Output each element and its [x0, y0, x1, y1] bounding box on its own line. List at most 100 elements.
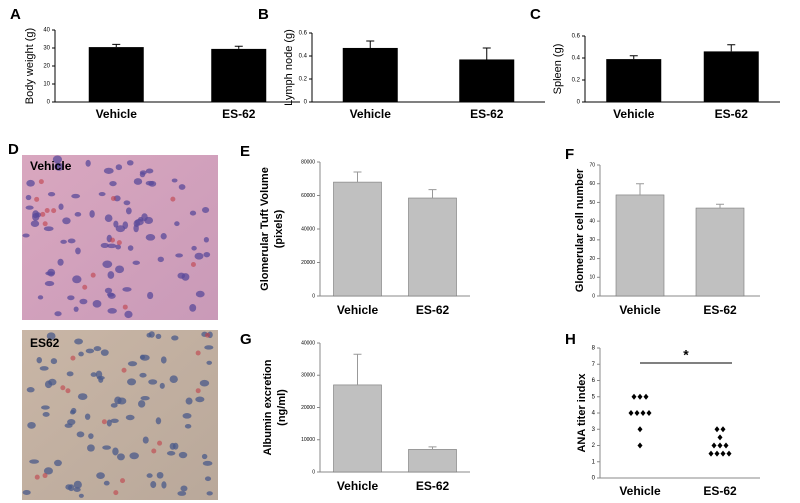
y-tick-label: 0 — [592, 476, 596, 482]
data-point — [708, 450, 714, 457]
nucleus — [180, 485, 188, 492]
y-tick-label: 0.2 — [572, 78, 581, 84]
error-bar — [112, 43, 121, 48]
nucleus — [73, 480, 82, 489]
cell — [51, 208, 57, 214]
nucleus — [46, 332, 56, 340]
bar — [88, 47, 144, 102]
nucleus — [145, 233, 156, 241]
panel-letter: H — [565, 331, 576, 348]
data-point — [720, 426, 726, 433]
nucleus — [57, 258, 64, 266]
bar — [606, 59, 662, 102]
cell — [90, 272, 96, 278]
nucleus — [104, 287, 113, 294]
nucleus — [125, 207, 132, 215]
x-tick-label: ES-62 — [416, 479, 450, 493]
x-tick-label: Vehicle — [350, 107, 392, 121]
nucleus — [129, 452, 139, 460]
nucleus — [145, 168, 154, 174]
cell — [157, 440, 163, 446]
histology-image — [22, 155, 218, 320]
cell — [122, 304, 128, 310]
y-tick-label: 0 — [577, 100, 581, 106]
y-axis-label: Albumin excretion — [262, 359, 274, 455]
y-tick-label: 0 — [312, 469, 315, 475]
nucleus — [139, 354, 146, 360]
y-tick-label: 6 — [592, 378, 596, 384]
nucleus — [96, 375, 105, 380]
nucleus — [185, 397, 193, 405]
y-tick-label: 80000 — [301, 159, 315, 165]
nucleus — [52, 155, 63, 164]
nucleus — [27, 421, 36, 429]
nucleus — [100, 349, 109, 356]
nucleus — [96, 472, 105, 480]
nucleus — [30, 220, 40, 228]
error-bar — [353, 171, 362, 183]
nucleus — [54, 311, 62, 317]
nucleus — [85, 348, 95, 354]
y-tick-label: 1 — [592, 459, 596, 465]
nucleus — [26, 387, 35, 393]
error-bar — [353, 353, 362, 385]
cell — [60, 385, 66, 391]
y-tick-label: 2 — [592, 443, 596, 449]
data-point — [643, 393, 649, 400]
error-bar — [428, 446, 437, 450]
cell — [113, 490, 119, 496]
nucleus — [54, 459, 62, 467]
y-tick-label: 30 — [43, 46, 50, 52]
nucleus — [113, 220, 119, 228]
nucleus — [181, 273, 190, 281]
nucleus — [138, 400, 146, 408]
nucleus — [67, 418, 76, 426]
nucleus — [85, 159, 91, 167]
panel-letter: E — [240, 143, 250, 160]
nucleus — [201, 207, 210, 214]
error-bar — [636, 183, 644, 195]
nucleus — [156, 471, 164, 479]
y-tick-label: 20000 — [301, 405, 315, 411]
cell — [34, 196, 40, 202]
nucleus — [110, 403, 118, 408]
nucleus — [93, 346, 102, 352]
nucleus — [73, 487, 81, 492]
data-point — [637, 426, 643, 433]
y-tick-label: 50 — [589, 200, 595, 206]
cell — [195, 350, 201, 356]
nucleus — [184, 423, 192, 429]
y-tick-label: 0.6 — [299, 31, 308, 37]
data-point — [711, 442, 717, 449]
nucleus — [26, 179, 35, 187]
nucleus — [48, 378, 57, 386]
cell — [82, 284, 88, 290]
y-tick-label: 40000 — [301, 226, 315, 232]
y-tick-label: 0.2 — [299, 77, 308, 83]
nucleus — [106, 292, 115, 297]
nucleus — [191, 245, 197, 251]
bar — [211, 48, 267, 102]
nucleus — [67, 295, 75, 301]
x-tick-label: ES-62 — [416, 303, 450, 317]
cell — [42, 473, 48, 479]
nucleus — [47, 191, 56, 197]
nucleus — [92, 299, 102, 308]
data-point — [634, 410, 640, 416]
nuclei — [22, 155, 214, 498]
nucleus — [155, 417, 162, 425]
cell — [44, 208, 50, 214]
nucleus — [78, 493, 84, 498]
nucleus — [206, 360, 213, 365]
y-tick-label: 8 — [592, 346, 596, 352]
nucleus — [107, 271, 115, 279]
y-tick-label: 10 — [589, 275, 595, 281]
nucleus — [103, 167, 114, 174]
cell — [151, 448, 157, 454]
cell — [116, 240, 122, 246]
cell — [195, 388, 201, 394]
nucleus — [43, 467, 53, 475]
nucleus — [25, 194, 32, 201]
panel-letter: G — [240, 331, 252, 348]
